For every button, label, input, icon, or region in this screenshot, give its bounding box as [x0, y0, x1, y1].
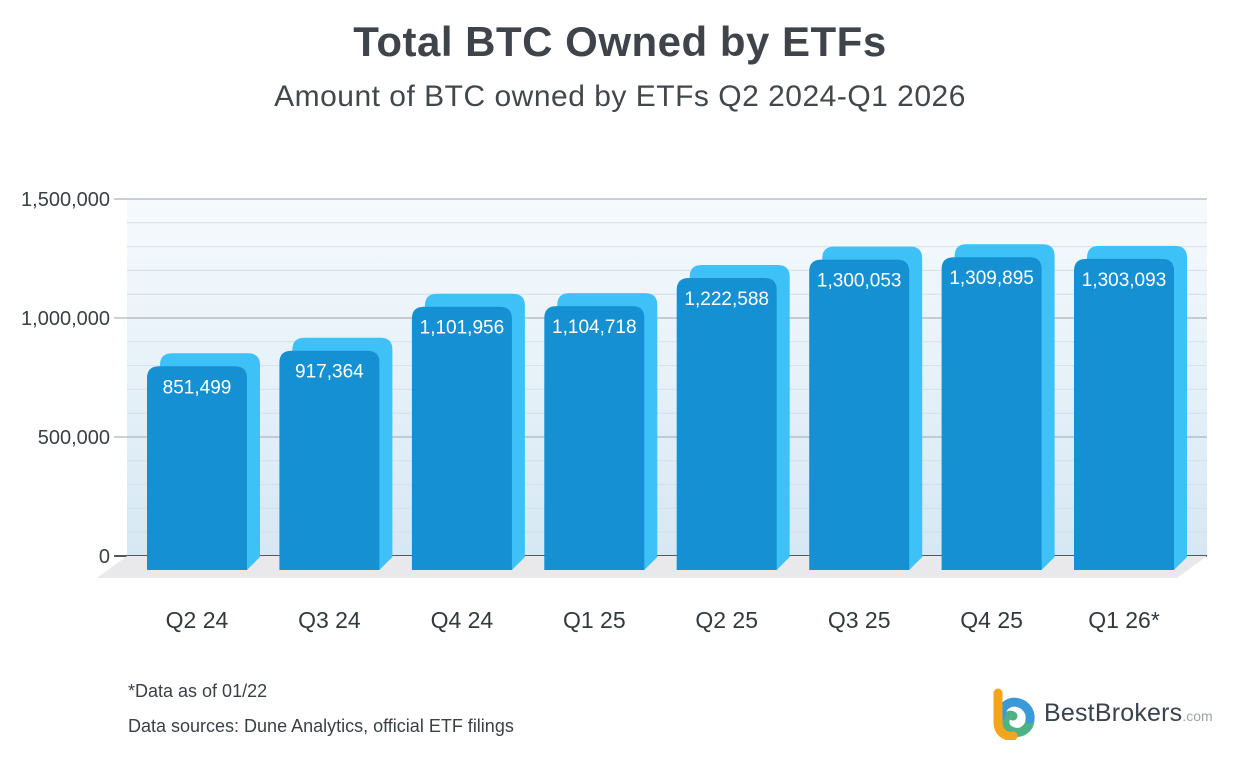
y-axis-tick-label: 1,500,000	[21, 189, 110, 211]
footnotes: *Data as of 01/22 Data sources: Dune Ana…	[128, 674, 514, 744]
bar-front	[147, 366, 247, 570]
bar-front	[411, 306, 512, 570]
bar-value-label: 1,222,588	[684, 289, 769, 310]
bestbrokers-logo: BestBrokers.com	[988, 686, 1213, 740]
footnote-data-as-of: *Data as of 01/22	[128, 681, 268, 701]
logo-orange-stroke	[993, 688, 1018, 740]
x-axis-tick-label: Q2 25	[695, 607, 758, 633]
logo-text: BestBrokers.com	[1044, 699, 1213, 728]
x-axis-tick-label: Q1 25	[563, 607, 626, 633]
logo-blue-stroke	[996, 697, 1035, 724]
bestbrokers-logo-icon	[993, 688, 1035, 740]
y-axis-tick-label: 0	[99, 546, 110, 568]
bar-value-label: 851,499	[163, 377, 232, 398]
x-axis-tick-label: Q3 25	[828, 607, 891, 633]
logo-brand-text: BestBrokers	[1044, 698, 1183, 727]
logo-green-stroke	[1000, 710, 1035, 737]
bar-value-label: 917,364	[295, 362, 364, 383]
x-axis-tick-label: Q4 24	[431, 607, 494, 633]
x-axis-tick-label: Q4 25	[960, 607, 1023, 633]
bar-value-label: 1,300,053	[817, 271, 902, 292]
bar-value-label: 1,309,895	[949, 268, 1034, 289]
bar-front	[941, 257, 1042, 570]
y-axis-tick-label: 1,000,000	[21, 308, 110, 330]
bar-value-label: 1,303,093	[1082, 270, 1167, 291]
bar-front	[1074, 258, 1174, 570]
x-axis-tick-label: Q1 26*	[1088, 607, 1160, 633]
y-axis-tick-label: 500,000	[38, 427, 110, 449]
chart-title: Total BTC Owned by ETFs	[353, 18, 887, 65]
bar-front	[809, 259, 910, 570]
x-axis-tick-label: Q2 24	[166, 607, 229, 633]
chart-subtitle: Amount of BTC owned by ETFs Q2 2024-Q1 2…	[274, 80, 966, 113]
x-axis-tick-label: Q3 24	[298, 607, 361, 633]
logo-tld-text: .com	[1182, 707, 1213, 724]
bar-front	[279, 350, 380, 570]
footnote-sources: Data sources: Dune Analytics, official E…	[128, 716, 514, 736]
bar-front	[544, 306, 645, 570]
bar-front	[676, 278, 777, 570]
bar-value-label: 1,104,718	[552, 317, 637, 338]
bar-value-label: 1,101,956	[420, 318, 505, 339]
